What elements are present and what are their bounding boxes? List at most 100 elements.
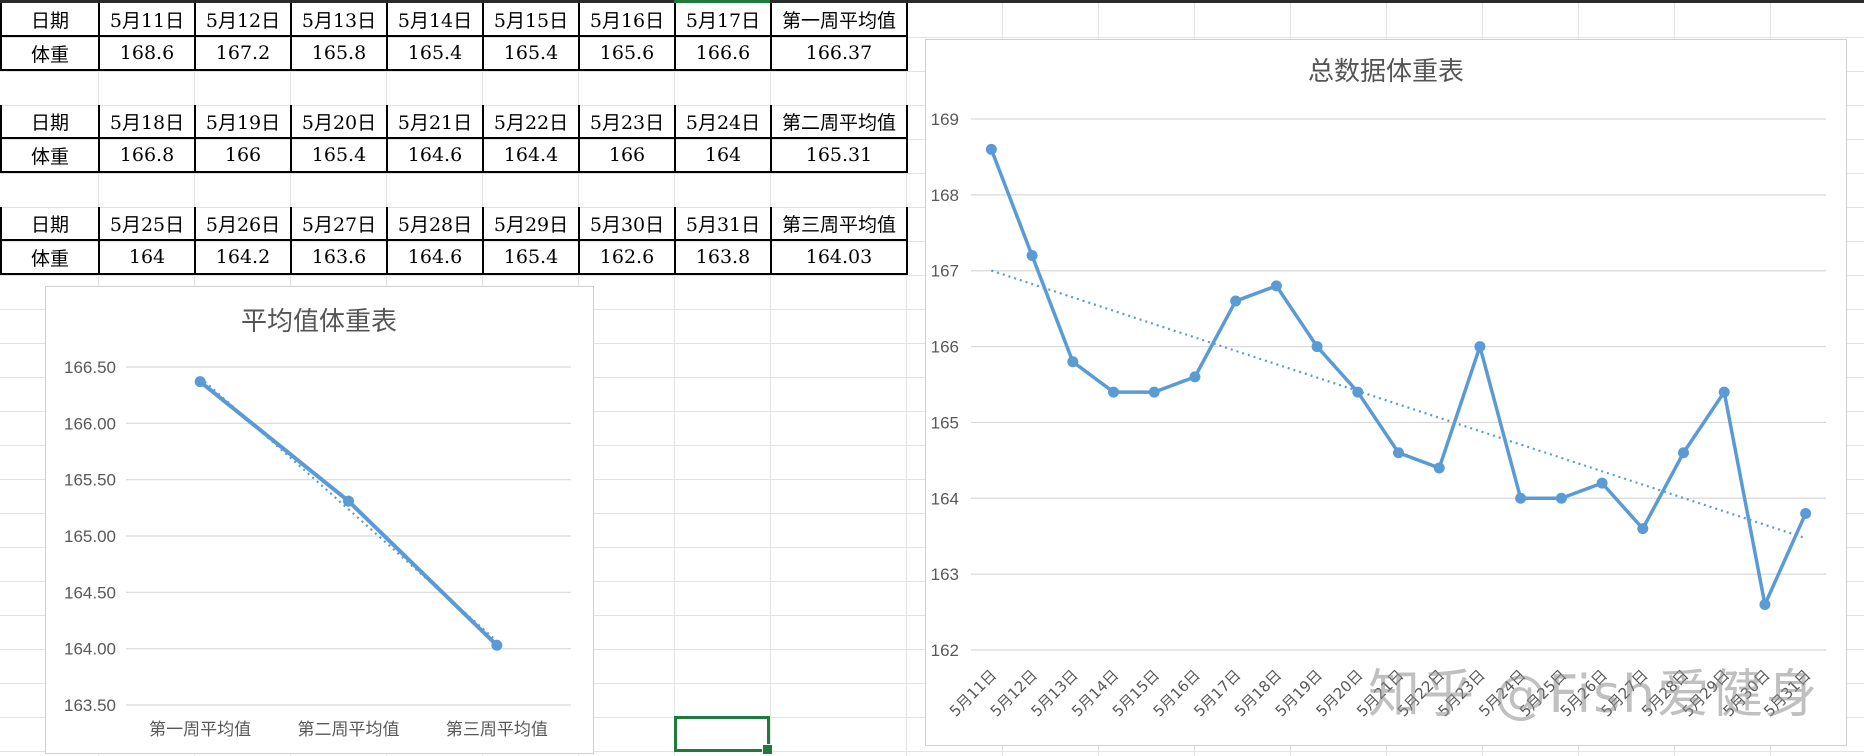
date-cell[interactable]: 5月14日 [386, 3, 484, 37]
weight-cell[interactable]: 166 [194, 137, 292, 173]
date-cell[interactable]: 5月21日 [386, 105, 484, 139]
data-point [491, 639, 503, 651]
date-cell[interactable]: 5月22日 [482, 105, 580, 139]
weight-cell[interactable]: 164.2 [194, 239, 292, 275]
weight-cell[interactable]: 166 [578, 137, 676, 173]
weight-cell[interactable]: 164.4 [482, 137, 580, 173]
avg-value-cell[interactable]: 165.31 [770, 137, 908, 173]
date-cell[interactable]: 5月20日 [290, 105, 388, 139]
date-cell[interactable]: 5月13日 [290, 3, 388, 37]
weight-cell[interactable]: 162.6 [578, 239, 676, 275]
weight-cell[interactable]: 165.4 [290, 137, 388, 173]
y-tick-label: 169 [931, 110, 959, 129]
date-cell[interactable]: 5月24日 [674, 105, 772, 139]
weight-cell[interactable]: 163.6 [290, 239, 388, 275]
data-point [1474, 341, 1486, 353]
weight-label-cell[interactable]: 体重 [0, 239, 100, 275]
date-row: 日期 5月25日 5月26日 5月27日 5月28日 5月29日 5月30日 5… [0, 207, 908, 241]
date-cell[interactable]: 5月26日 [194, 207, 292, 241]
avg-label-cell[interactable]: 第二周平均值 [770, 105, 908, 139]
date-cell[interactable]: 5月29日 [482, 207, 580, 241]
avg-value-cell[interactable]: 166.37 [770, 35, 908, 71]
sheet-top-edge [0, 0, 1864, 3]
data-point [1311, 341, 1323, 353]
data-point [1515, 492, 1527, 504]
date-label-cell[interactable]: 日期 [0, 207, 100, 241]
date-cell[interactable]: 5月27日 [290, 207, 388, 241]
weight-row: 体重 168.6 167.2 165.8 165.4 165.4 165.6 1… [0, 35, 908, 71]
weight-cell[interactable]: 165.4 [482, 239, 580, 275]
data-point [194, 376, 206, 388]
date-label-cell[interactable]: 日期 [0, 3, 100, 37]
average-weight-chart[interactable]: 平均值体重表 163.50 164.00 164.50 165.00 165.50 166… [45, 286, 594, 754]
date-cell[interactable]: 5月30日 [578, 207, 676, 241]
weight-cell[interactable]: 164 [674, 137, 772, 173]
weight-cell[interactable]: 164 [98, 239, 196, 275]
weight-label-cell[interactable]: 体重 [0, 137, 100, 173]
y-tick-label: 165.50 [64, 471, 116, 490]
date-cell[interactable]: 5月11日 [98, 3, 196, 37]
avg-label-cell[interactable]: 第三周平均值 [770, 207, 908, 241]
data-point [1067, 356, 1079, 368]
data-point [1270, 280, 1282, 292]
weight-label-cell[interactable]: 体重 [0, 35, 100, 71]
data-point [1189, 371, 1201, 383]
weight-row: 体重 166.8 166 165.4 164.6 164.4 166 164 1… [0, 137, 908, 173]
x-tick-label: 第二周平均值 [298, 720, 400, 740]
y-tick-label: 165 [931, 413, 959, 432]
weight-cell[interactable]: 165.6 [578, 35, 676, 71]
week3-table: 日期 5月25日 5月26日 5月27日 5月28日 5月29日 5月30日 5… [0, 207, 908, 275]
week1-table: 日期 5月11日 5月12日 5月13日 5月14日 5月15日 5月16日 5… [0, 3, 908, 71]
selected-cell[interactable] [674, 716, 773, 755]
avg-label-cell[interactable]: 第一周平均值 [770, 3, 908, 37]
date-cell[interactable]: 5月28日 [386, 207, 484, 241]
data-line [198, 380, 499, 647]
data-point [1596, 477, 1608, 489]
weight-cell[interactable]: 167.2 [194, 35, 292, 71]
weight-cell[interactable]: 164.6 [386, 137, 484, 173]
date-cell[interactable]: 5月19日 [194, 105, 292, 139]
date-cell[interactable]: 5月17日 [674, 3, 772, 37]
x-tick-label: 第一周平均值 [149, 720, 251, 740]
data-point [1148, 386, 1160, 398]
data-point [1393, 447, 1404, 459]
date-cell[interactable]: 5月15日 [482, 3, 580, 37]
fill-handle[interactable] [762, 744, 773, 755]
date-row: 日期 5月18日 5月19日 5月20日 5月21日 5月22日 5月23日 5… [0, 105, 908, 139]
watermark: 知乎 @Fish爱健身 [1368, 665, 1820, 725]
date-cell[interactable]: 5月16日 [578, 3, 676, 37]
data-point [1718, 386, 1730, 398]
weight-cell[interactable]: 164.6 [386, 239, 484, 275]
weight-row: 体重 164 164.2 163.6 164.6 165.4 162.6 163… [0, 239, 908, 275]
y-tick-label: 163.50 [64, 696, 116, 715]
date-cell[interactable]: 5月23日 [578, 105, 676, 139]
y-tick-label: 167 [931, 262, 959, 281]
weight-cell[interactable]: 165.4 [482, 35, 580, 71]
data-point [1678, 447, 1689, 459]
avg-value-cell[interactable]: 164.03 [770, 239, 908, 275]
selected-column-indicator [674, 0, 770, 3]
total-weight-chart[interactable]: 总数据体重表 162 163 164 165 166 167 168 169 5月11日 5月12… [925, 39, 1847, 746]
trendline [991, 269, 1806, 540]
y-tick-label: 165.00 [64, 527, 116, 546]
y-tick-label: 166.00 [64, 414, 116, 433]
date-cell[interactable]: 5月25日 [98, 207, 196, 241]
y-tick-label: 164.50 [64, 583, 116, 602]
date-cell[interactable]: 5月18日 [98, 105, 196, 139]
date-row: 日期 5月11日 5月12日 5月13日 5月14日 5月15日 5月16日 5… [0, 3, 908, 37]
weight-cell[interactable]: 168.6 [98, 35, 196, 71]
y-tick-label: 166.50 [64, 358, 116, 377]
y-tick-label: 168 [931, 186, 959, 205]
weight-cell[interactable]: 165.4 [386, 35, 484, 71]
data-point [1637, 523, 1649, 535]
weight-cell[interactable]: 165.8 [290, 35, 388, 71]
date-cell[interactable]: 5月31日 [674, 207, 772, 241]
chart-title: 总数据体重表 [1308, 57, 1464, 87]
data-point [1800, 507, 1812, 519]
weight-cell[interactable]: 166.6 [674, 35, 772, 71]
weight-cell[interactable]: 163.8 [674, 239, 772, 275]
weight-cell[interactable]: 166.8 [98, 137, 196, 173]
date-cell[interactable]: 5月12日 [194, 3, 292, 37]
chart-title: 平均值体重表 [241, 307, 397, 337]
date-label-cell[interactable]: 日期 [0, 105, 100, 139]
